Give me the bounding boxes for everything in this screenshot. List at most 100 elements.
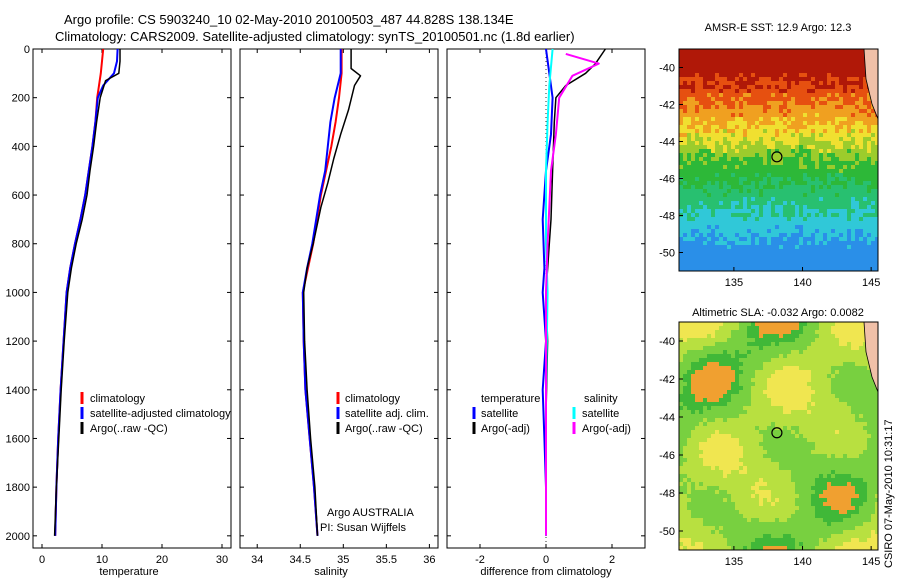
map-cell (831, 81, 835, 85)
map-cell (759, 462, 763, 466)
map-cell (703, 149, 707, 153)
map-cell (795, 201, 799, 205)
map-cell (691, 173, 695, 177)
map-cell (803, 338, 807, 342)
map-cell (759, 177, 763, 181)
map-cell (811, 330, 815, 334)
map-cell (699, 213, 703, 217)
map-cell (699, 101, 703, 105)
map-cell (751, 462, 755, 466)
map-cell (875, 241, 878, 245)
map-cell (763, 101, 767, 105)
map-cell (855, 382, 859, 386)
y-tick-label: -48 (659, 211, 675, 223)
map-cell (831, 213, 835, 217)
map-cell (727, 233, 731, 237)
map-cell (715, 470, 719, 474)
map-cell (803, 402, 807, 406)
map-cell (687, 225, 691, 229)
map-cell (703, 233, 707, 237)
map-cell (739, 394, 743, 398)
map-cell (775, 73, 779, 77)
map-cell (795, 350, 799, 354)
map-cell (855, 101, 859, 105)
map-cell (847, 53, 851, 57)
map-cell (803, 85, 807, 89)
map-cell (683, 217, 687, 221)
map-cell (731, 61, 735, 65)
map-cell (799, 257, 803, 261)
map-cell (727, 466, 731, 470)
map-cell (811, 434, 815, 438)
map-cell (775, 430, 779, 434)
map-cell (683, 117, 687, 121)
map-cell (751, 109, 755, 113)
map-cell (687, 133, 691, 137)
map-cell (799, 390, 803, 394)
map-cell (699, 217, 703, 221)
map-cell (727, 241, 731, 245)
map-cell (787, 97, 791, 101)
map-cell (827, 81, 831, 85)
map-cell (803, 141, 807, 145)
map-cell (707, 245, 711, 249)
map-cell (803, 229, 807, 233)
map-cell (815, 201, 819, 205)
map-cell (735, 394, 739, 398)
map-cell (787, 378, 791, 382)
map-cell (787, 129, 791, 133)
map-cell (683, 414, 687, 418)
map-cell (819, 241, 823, 245)
map-cell (743, 338, 747, 342)
map-cell (707, 77, 711, 81)
map-cell (687, 478, 691, 482)
map-cell (687, 205, 691, 209)
map-cell (735, 125, 739, 129)
map-cell (731, 442, 735, 446)
map-cell (875, 185, 878, 189)
map-cell (787, 145, 791, 149)
map-cell (843, 93, 847, 97)
map-cell (711, 49, 715, 53)
map-cell (767, 450, 771, 454)
map-cell (731, 233, 735, 237)
map-cell (847, 165, 851, 169)
map-cell (783, 189, 787, 193)
map-cell (739, 77, 743, 81)
map-cell (783, 362, 787, 366)
map-cell (851, 229, 855, 233)
map-cell (811, 386, 815, 390)
series-line-satellite (301, 49, 342, 536)
map-cell (787, 153, 791, 157)
map-cell (687, 201, 691, 205)
map-cell (679, 169, 683, 173)
map-cell (859, 454, 863, 458)
map-cell (759, 153, 763, 157)
map-cell (679, 221, 683, 225)
map-cell (767, 374, 771, 378)
map-cell (779, 474, 783, 478)
map-cell (807, 374, 811, 378)
map-cell (747, 354, 751, 358)
map-cell (683, 125, 687, 129)
map-cell (683, 65, 687, 69)
map-cell (823, 462, 827, 466)
map-cell (751, 57, 755, 61)
map-cell (743, 322, 747, 326)
map-cell (775, 149, 779, 153)
map-cell (807, 382, 811, 386)
map-cell (851, 330, 855, 334)
map-cell (703, 93, 707, 97)
map-cell (847, 141, 851, 145)
map-cell (847, 149, 851, 153)
map-cell (727, 213, 731, 217)
map-cell (751, 177, 755, 181)
map-cell (723, 153, 727, 157)
map-cell (859, 326, 863, 330)
map-cell (843, 141, 847, 145)
map-cell (859, 73, 863, 77)
map-cell (731, 462, 735, 466)
map-cell (827, 358, 831, 362)
map-cell (867, 145, 871, 149)
map-cell (851, 342, 855, 346)
